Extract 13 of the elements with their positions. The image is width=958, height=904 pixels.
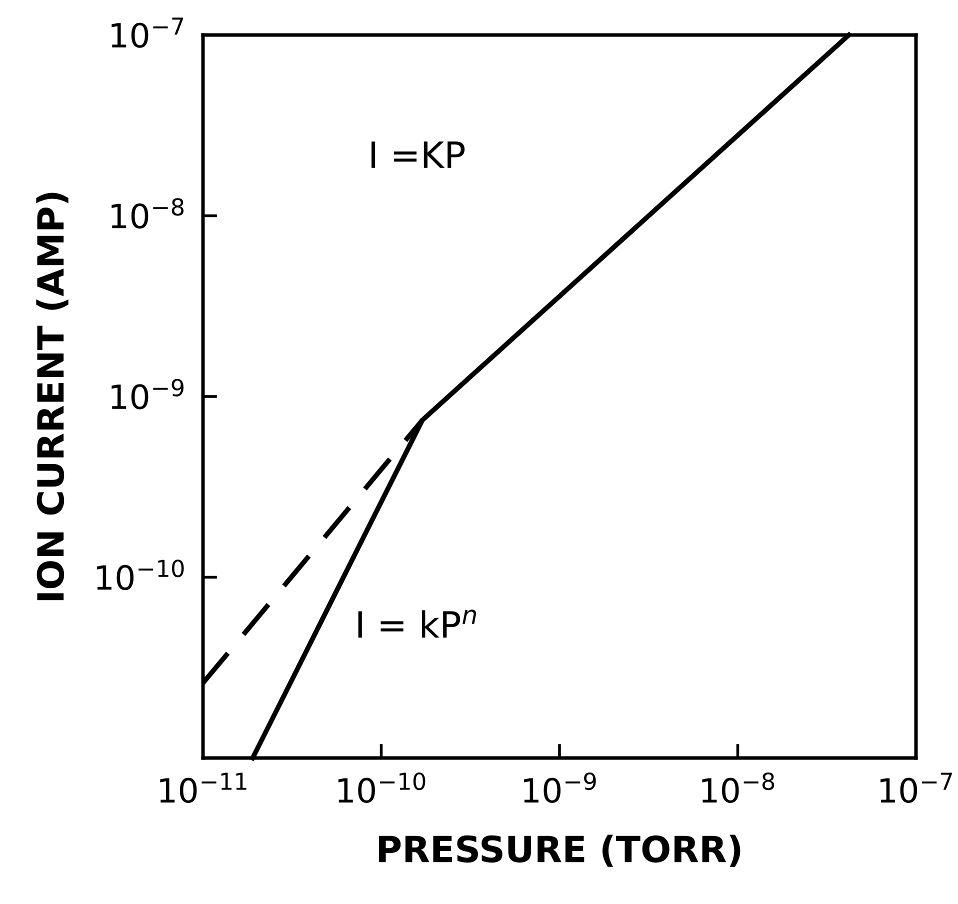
x-tick-label: 10$^{−7}$ (880, 772, 952, 804)
x-tick-label: 10$^{−8}$ (702, 772, 774, 803)
y-tick-label: 10$^{−7}$ (112, 18, 184, 48)
annotation: I =KP (372, 142, 465, 168)
x-tick-label: 10$^{−10}$ (338, 772, 426, 803)
y-axis-title: ION CURRENT (AMP) (36, 192, 68, 600)
annotation: I = kP$^{n}$ (358, 610, 476, 638)
y-tick-label: 10$^{−9}$ (112, 378, 184, 410)
x-tick-label: 10$^{−9}$ (524, 772, 596, 803)
y-tick-label: 10$^{−10}$ (96, 560, 184, 590)
y-tick-label: 10$^{−8}$ (112, 198, 184, 229)
x-tick-label: 10$^{−11}$ (160, 772, 246, 804)
x-axis-title: PRESSURE (TORR) (378, 834, 740, 867)
